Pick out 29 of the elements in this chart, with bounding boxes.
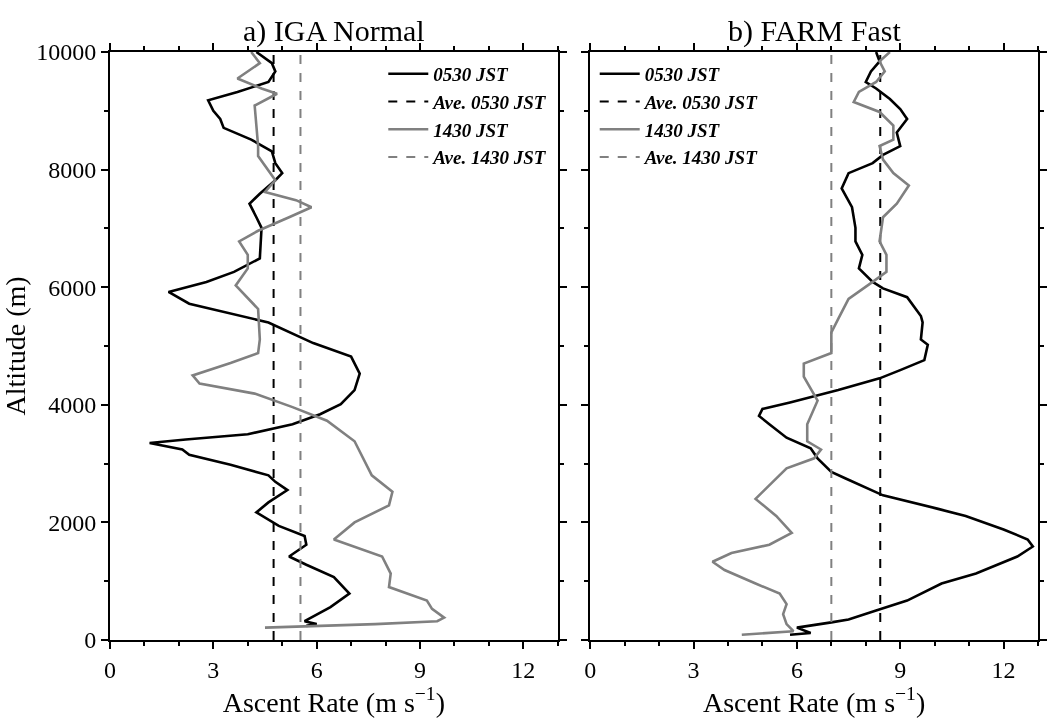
y-tick-label: 4000 [48,392,97,419]
chart-title: b) FARM Fast [728,14,902,48]
y-tick-label: 8000 [48,157,97,183]
legend-label: Ave. 1430 JST [432,147,547,169]
y-tick-label: 6000 [48,274,97,301]
legend-label: 0530 JST [433,64,510,86]
x-tick-label: 6 [310,656,323,683]
x-tick-label: 0 [584,656,597,683]
x-tick-label: 6 [790,656,803,683]
legend-label: 0530 JST [644,64,721,86]
x-tick-label: 3 [207,656,220,683]
legend-label: Ave. 0530 JST [643,91,759,113]
x-tick-label: 3 [687,656,700,683]
x-tick-label: 0 [104,656,116,683]
y-tick-label: 0 [84,627,97,654]
y-axis-title: Altitude (m) [0,276,31,416]
x-axis-title: Ascent Rate (m s$^{−1}$) [702,682,926,718]
y-tick-label: 2000 [48,509,97,536]
legend-label: Ave. 0530 JST [432,91,547,113]
legend-label: 1430 JST [433,119,510,141]
y-tick-label: 10000 [36,39,97,66]
x-tick-label: 9 [894,656,907,683]
x-tick-label: 12 [991,656,1016,683]
x-tick-label: 12 [511,656,536,683]
chart-title: a) IGA Normal [243,14,425,48]
x-axis-title: Ascent Rate (m s$^{−1}$) [222,682,446,718]
legend-label: Ave. 1430 JST [643,147,759,169]
legend-label: 1430 JST [644,119,721,141]
x-tick-label: 9 [413,656,426,683]
